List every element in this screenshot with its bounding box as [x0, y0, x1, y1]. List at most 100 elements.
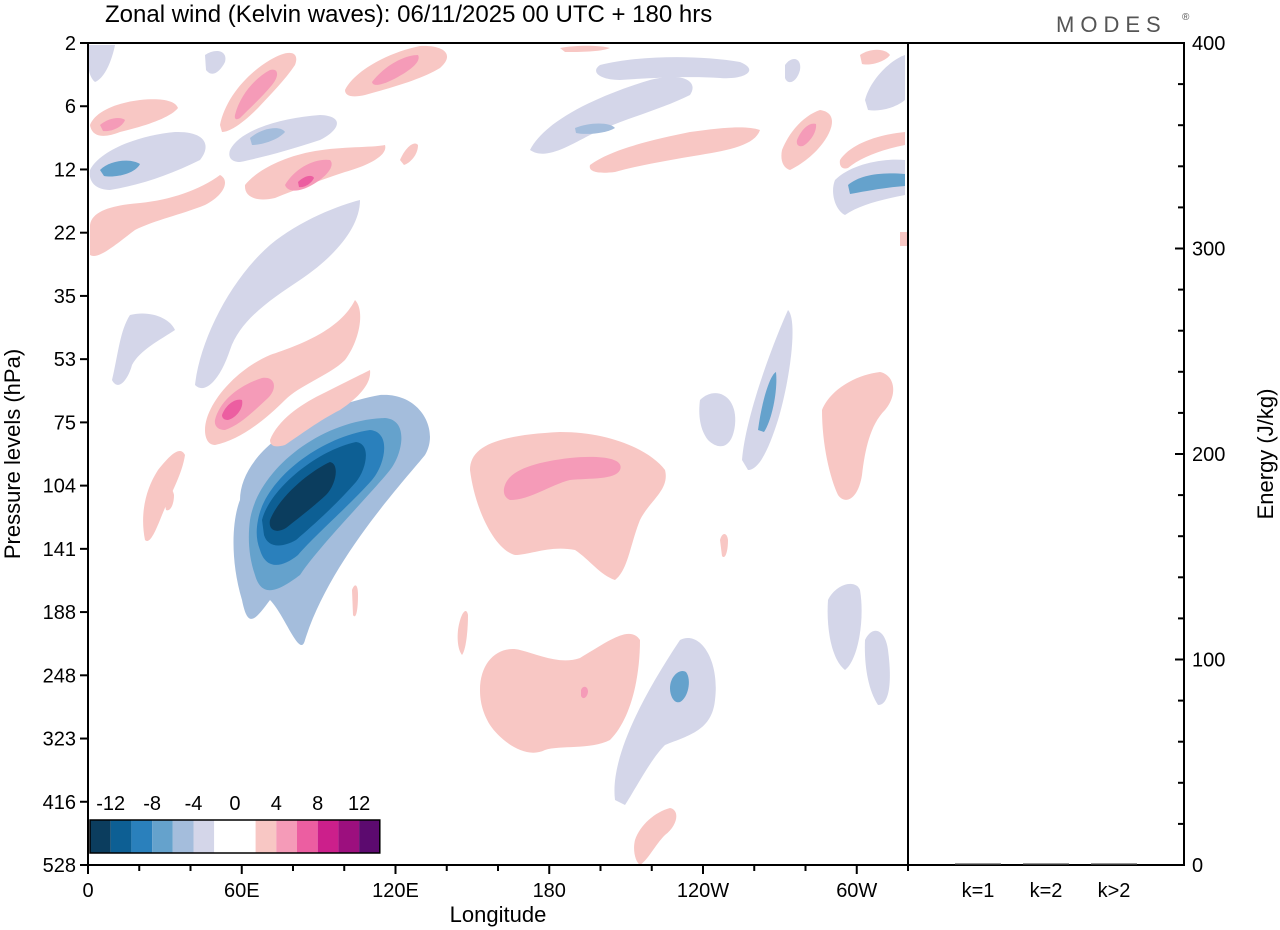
contour-pos-top-wedge-core — [234, 69, 278, 120]
y-tick-label: 323 — [43, 729, 76, 751]
brand-registered-mark: ® — [1182, 12, 1190, 23]
x-tick-label: 120W — [677, 880, 729, 902]
energy-bar — [955, 863, 1001, 865]
contour-neg-upper-band-core — [250, 128, 285, 145]
contour-neg-upper-west-core — [100, 160, 140, 177]
colorbar-label: -8 — [143, 793, 161, 815]
y-axis-label: Pressure levels (hPa) — [0, 349, 25, 559]
colorbar-label: 12 — [348, 793, 370, 815]
y-tick-label: 141 — [43, 539, 76, 561]
contour-pos-right-edge — [900, 232, 908, 246]
colorbar-swatch — [338, 820, 360, 853]
colorbar-swatch — [276, 820, 297, 853]
colorbar-swatch — [193, 820, 215, 853]
contour-pos-pacific — [470, 432, 666, 580]
contour-neg-pacific-core — [670, 670, 689, 703]
colorbar-legend: -12 -8 -4 0 4 8 12 — [89, 793, 381, 854]
energy-tick-label: 0 — [1192, 855, 1203, 877]
contour-neg-east-lower — [827, 583, 862, 670]
energy-bar — [1023, 863, 1069, 865]
contour-neg-top-mid — [785, 58, 801, 83]
contour-pos-pacific-core — [503, 456, 621, 500]
energy-axis-label: Energy (J/kg) — [1253, 389, 1278, 520]
contour-pos-upper-right-core — [796, 123, 817, 147]
contour-pos-west-mid-2 — [270, 370, 371, 447]
y-tick-label: 104 — [43, 476, 76, 498]
energy-categories: k=1 k=2 k>2 — [962, 880, 1131, 902]
y-tick-label: 35 — [54, 286, 76, 308]
energy-tick-label: 300 — [1192, 239, 1225, 261]
colorbar-swatch — [214, 820, 235, 853]
contour-pos-east-mid — [822, 372, 894, 500]
x-tick-label: 60E — [224, 880, 260, 902]
y-tick-label: 188 — [43, 602, 76, 624]
contour-pos-upper-far-left — [400, 143, 418, 165]
contour-pos-west-mid-peak — [222, 399, 243, 420]
x-tick-label: 0 — [82, 880, 93, 902]
x-tick-label: 120E — [372, 880, 419, 902]
energy-tick-label: 100 — [1192, 650, 1225, 672]
colorbar-swatch — [152, 820, 173, 853]
energy-bars — [955, 863, 1137, 865]
colorbar-swatch — [297, 820, 318, 853]
contour-neg-top-left — [88, 45, 115, 82]
contour-pos-top-mid-core — [372, 55, 419, 85]
y-tick-label: 12 — [54, 159, 76, 181]
x-tick-label: 60W — [836, 880, 877, 902]
contour-neg-east-upper-core — [848, 173, 905, 194]
energy-axis: 0 100 200 300 400 — [1175, 33, 1225, 877]
y-tick-label: 6 — [65, 96, 76, 118]
colorbar-label: -12 — [96, 793, 125, 815]
contour-pos-streak-2 — [352, 585, 358, 617]
colorbar-swatch — [172, 820, 194, 853]
contour-neg-pacific-lower — [614, 638, 716, 805]
contour-pos-lower-pacific — [480, 633, 640, 753]
contour-pos-streak-4 — [720, 534, 728, 558]
pressure-axis: 2 6 12 22 35 53 75 104 141 188 248 323 416 528 — [43, 33, 88, 877]
colorbar-swatch — [234, 820, 256, 853]
contour-neg-top-center — [530, 76, 693, 154]
contour-neg-upper-band — [229, 115, 337, 162]
energy-category-label: k=1 — [962, 880, 995, 902]
energy-plot-frame — [907, 42, 1185, 866]
energy-bar — [1091, 863, 1137, 865]
contour-neg-upper-mid — [268, 238, 311, 283]
contour-pos-top-right-mid — [560, 45, 610, 52]
contour-neg-level-5 — [269, 462, 336, 531]
contour-pos-top-far-right — [860, 49, 890, 65]
contour-neg-upper-west — [89, 131, 206, 190]
contour-neg-west-pacific-mid — [699, 393, 736, 447]
energy-tick-label: 200 — [1192, 444, 1225, 466]
colorbar-swatch — [359, 820, 380, 853]
chart-title: Zonal wind (Kelvin waves): 06/11/2025 00… — [105, 1, 712, 28]
contour-neg-top-left-2 — [205, 50, 226, 74]
y-tick-label: 248 — [43, 665, 76, 687]
colorbar-label: 8 — [312, 793, 323, 815]
colorbar-swatch — [255, 820, 277, 853]
brand-logo: MODES — [1056, 12, 1167, 37]
x-axis-label: Longitude — [450, 902, 547, 927]
colorbar-frame — [89, 819, 381, 854]
colorbar-label: -4 — [185, 793, 203, 815]
energy-tick-label: 400 — [1192, 33, 1225, 55]
colorbar-swatch — [317, 820, 339, 853]
colorbar-label: 0 — [229, 793, 240, 815]
colorbar-swatch — [110, 820, 132, 853]
y-tick-label: 2 — [65, 33, 76, 55]
x-tick-label: 180 — [533, 880, 566, 902]
contour-pos-bottom — [634, 808, 677, 865]
y-tick-label: 75 — [54, 412, 76, 434]
contour-pos-upper-left-core — [100, 117, 125, 132]
contour-neg-east-top — [865, 55, 905, 111]
contour-neg-midlevel-far-west — [112, 313, 175, 385]
colorbar-label: 4 — [271, 793, 282, 815]
contour-neg-midlevel-west — [195, 200, 360, 389]
contour-pos-upper-far-right — [839, 132, 905, 169]
longitude-axis: 0 60E 120E 180 120W 60W — [82, 865, 909, 902]
y-tick-label: 416 — [43, 792, 76, 814]
contour-pos-upper-mid-core — [285, 159, 332, 191]
energy-category-label: k=2 — [1030, 880, 1063, 902]
energy-category-label: k>2 — [1098, 880, 1131, 902]
colorbar-swatch — [131, 820, 153, 853]
